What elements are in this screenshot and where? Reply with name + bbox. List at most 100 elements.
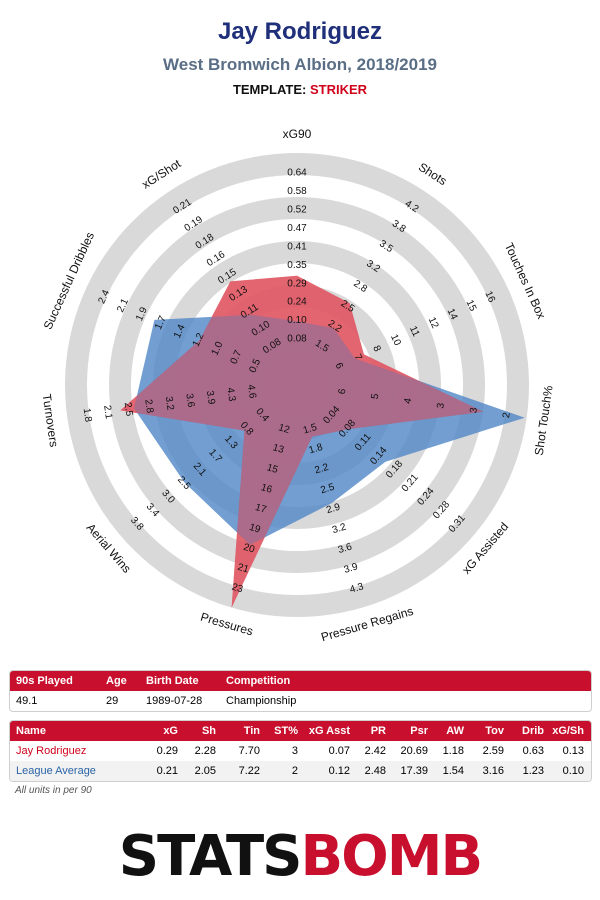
stats-header-sh: Sh (201, 725, 216, 737)
axis-tick-label: 12 (426, 316, 441, 331)
axis-tick-label: 3.9 (204, 390, 217, 406)
stats-header-tov: Tov (485, 725, 504, 737)
axis-tick-label: 3.6 (337, 541, 354, 556)
stats-cell: 2.05 (194, 765, 216, 777)
axis-tick-label: 1.8 (81, 408, 94, 424)
axis-tick-label: 17 (254, 502, 268, 516)
stats-cell: 2.42 (364, 745, 386, 757)
axis-tick-label: 23 (230, 582, 244, 596)
logo-part-bomb: BOMB (300, 824, 484, 889)
info-table-row: 49.1 29 1989-07-28 Championship (10, 691, 591, 711)
stats-cell: 0.63 (522, 745, 544, 757)
stats-cell: 2 (291, 765, 298, 777)
axis-tick-label: 2.9 (325, 502, 342, 517)
stats-cell: 0.29 (156, 745, 178, 757)
axis-tick-label: 16 (482, 290, 497, 305)
info-header-birth: Birth Date (146, 675, 199, 687)
axis-tick-label: 1.2 (191, 331, 207, 349)
stats-cell: 1.54 (442, 765, 464, 777)
axis-tick-label: 2.5 (319, 482, 336, 497)
stats-cell: 1.23 (522, 765, 544, 777)
stats-average-name: League Average (16, 765, 96, 777)
axis-tick-label: 5 (370, 392, 382, 400)
axis-tick-label: 2.4 (96, 288, 112, 306)
stats-table-header: Name xG Sh Tin ST% xG Asst PR Psr AW Tov… (10, 721, 591, 741)
axis-tick-label: 4 (403, 397, 415, 405)
stats-cell: 20.69 (400, 745, 428, 757)
axis-tick-label: 1.7 (153, 314, 169, 332)
stats-cell: 0.13 (562, 745, 584, 757)
stats-table: Name xG Sh Tin ST% xG Asst PR Psr AW Tov… (9, 720, 592, 782)
axis-tick-label: 0.10 (287, 315, 307, 326)
axis-tick-label: 2.8 (142, 399, 155, 415)
stats-header-tin: Tin (243, 725, 260, 737)
stats-cell: 1.18 (442, 745, 464, 757)
stats-cell: 3 (291, 745, 298, 757)
axis-tick-label: 6 (333, 361, 345, 371)
axis-tick-label: 15 (464, 298, 479, 313)
stats-header-drib: Drib (522, 725, 544, 737)
stats-cell: 2.28 (194, 745, 216, 757)
axis-name-label: Turnovers (40, 393, 61, 448)
info-age-value: 29 (106, 695, 119, 707)
axis-name-label: Shot Touch% (532, 384, 556, 456)
axis-tick-label: 3.2 (163, 396, 176, 412)
axis-tick-label: 1.4 (172, 322, 188, 340)
axis-tick-label: 3.2 (331, 521, 348, 536)
info-table: 90s Played Age Birth Date Competition 49… (9, 670, 592, 712)
series-player-overlay (120, 275, 484, 608)
stats-row-average: League Average 0.21 2.05 7.22 2 0.12 2.4… (10, 761, 591, 781)
axis-tick-label: 12 (277, 422, 291, 436)
axis-tick-label: 7 (351, 353, 363, 363)
axis-tick-label: 13 (271, 442, 285, 456)
axis-tick-label: 11 (407, 324, 421, 338)
axis-name-label: Shots (416, 160, 449, 188)
axis-tick-label: 0.64 (287, 168, 307, 179)
axis-name-label: Pressures (199, 610, 255, 639)
axis-tick-label: 4.6 (245, 384, 258, 400)
axis-tick-label: 1.9 (134, 305, 150, 323)
axis-tick-label: 3.6 (183, 393, 196, 409)
axis-tick-label: 4.3 (224, 387, 237, 403)
stats-cell: 7.70 (238, 745, 260, 757)
axis-name-label: xG/Shot (139, 156, 184, 192)
template-label: TEMPLATE: (232, 82, 307, 97)
footnote: All units in per 90 (15, 785, 92, 796)
stats-cell: 2.59 (482, 745, 504, 757)
axis-tick-label: 0.35 (287, 260, 307, 271)
axis-tick-label: 3 (435, 402, 447, 410)
axis-tick-label: 0.52 (287, 205, 307, 216)
info-header-90s: 90s Played (16, 675, 73, 687)
template-line: TEMPLATE: STRIKER (0, 82, 600, 97)
axis-tick-label: 2.1 (115, 297, 131, 315)
axis-tick-label: 0.08 (287, 334, 307, 345)
stats-header-name: Name (16, 725, 46, 737)
player-name: Jay Rodriguez (217, 18, 383, 45)
stats-header-psr: Psr (410, 725, 428, 737)
statsbomb-logo: STATSBOMB (0, 826, 600, 888)
stats-header-aw: AW (446, 725, 464, 737)
stats-cell: 7.22 (238, 765, 260, 777)
stats-cell: 0.12 (328, 765, 350, 777)
axis-tick-label: 1.0 (210, 340, 226, 358)
axis-tick-label: 10 (388, 333, 403, 348)
axis-tick-label: 20 (242, 542, 256, 556)
axis-tick-label: 1.5 (302, 422, 319, 437)
axis-tick-label: 0.5 (247, 357, 263, 375)
axis-tick-label: 0.41 (287, 241, 307, 252)
axis-tick-label: 21 (236, 562, 250, 576)
axis-tick-label: 19 (248, 522, 262, 536)
info-birth-value: 1989-07-28 (146, 695, 203, 707)
stats-cell: 0.07 (328, 745, 350, 757)
stats-header-xgasst: xG Asst (308, 725, 350, 737)
axis-tick-label: 0.29 (287, 278, 307, 289)
stats-header-xgsh: xG/Sh (552, 725, 584, 737)
info-table-header: 90s Played Age Birth Date Competition (10, 671, 591, 691)
stats-header-pr: PR (370, 725, 386, 737)
stats-cell: 2.48 (364, 765, 386, 777)
stats-cell: 3.16 (482, 765, 504, 777)
stats-header-xg: xG (163, 725, 178, 737)
axis-tick-label: 0.24 (287, 297, 307, 308)
axis-tick-label: 8 (370, 344, 382, 354)
stats-cell: 0.21 (156, 765, 178, 777)
